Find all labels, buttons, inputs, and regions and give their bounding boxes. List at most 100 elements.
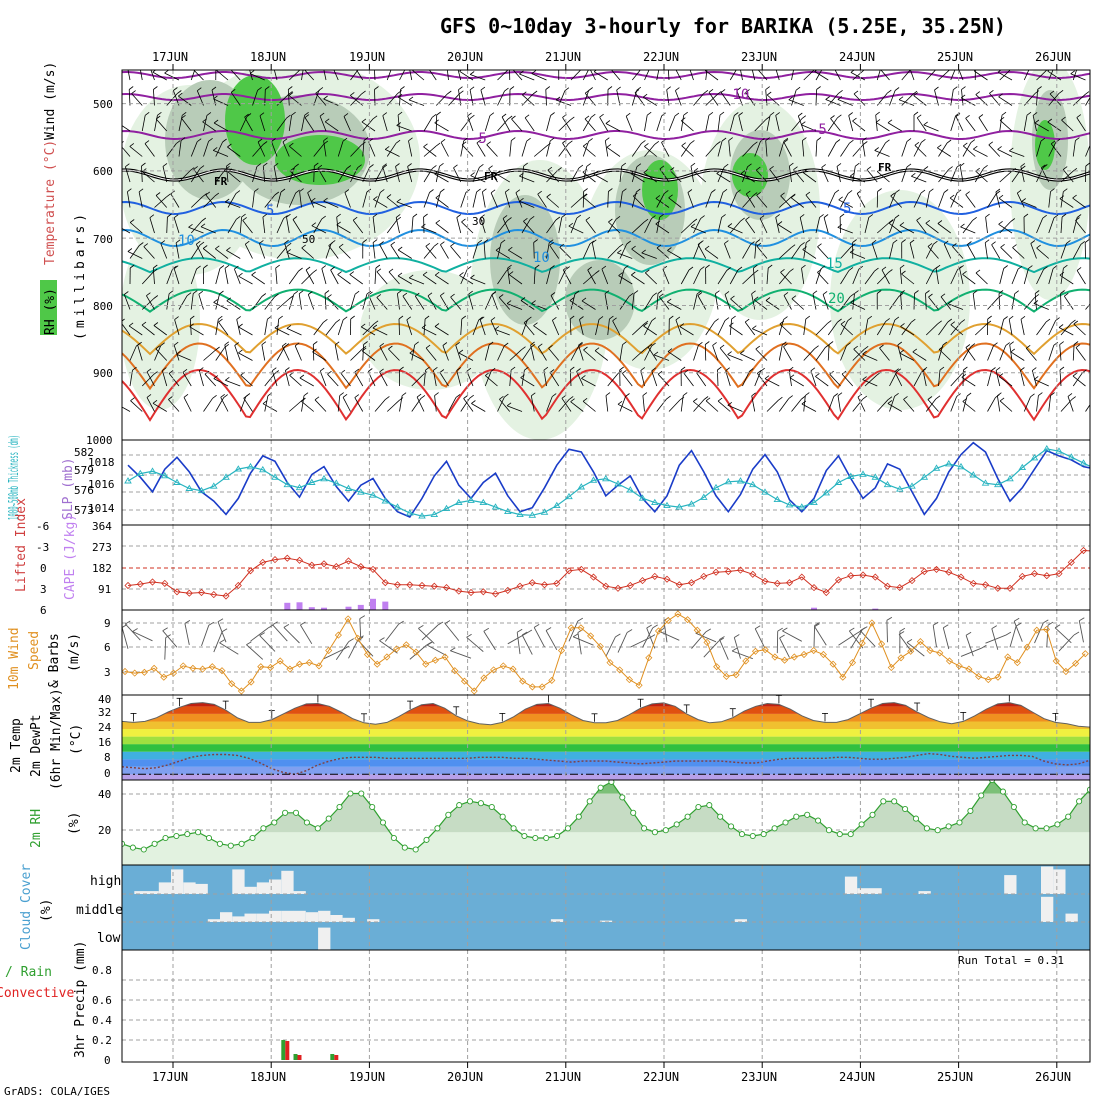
wind-barb-flag (894, 316, 900, 321)
wind-barb-flag (127, 248, 133, 252)
thickness-point (651, 498, 659, 506)
precip-conv-label: Convective (0, 986, 74, 1001)
wind10m-barb-flag (450, 647, 456, 652)
wind-barb-flag (509, 61, 513, 64)
wind-barb-flag (301, 244, 306, 249)
wind-barb-flag (897, 341, 903, 346)
wind-barb (997, 395, 1001, 412)
wind-barb-flag (288, 86, 293, 90)
wind-barb-flag (178, 92, 183, 97)
wind10m-point (722, 672, 730, 680)
wind-barb (998, 197, 1013, 208)
wind-barb-flag (1026, 111, 1032, 116)
wind-barb-flag (321, 265, 327, 269)
rh2m-point (1010, 803, 1017, 811)
wind-barb (546, 242, 550, 259)
wind-barb (583, 196, 596, 208)
wind-barb-flag (568, 222, 574, 227)
wind10m-barb-flag (125, 620, 131, 625)
lifted-index-point (491, 590, 500, 598)
wind-barb-flag (415, 292, 420, 297)
wind-barb-flag (722, 188, 728, 193)
wind-barb (129, 146, 143, 157)
wind-barb (1060, 191, 1064, 208)
slp-ticks: 1014 1016 1018 (88, 456, 115, 515)
date-label: 19JUN (349, 50, 385, 64)
wind10m-barb (779, 637, 790, 658)
wind-barb (999, 319, 1004, 336)
wind10m-point (829, 660, 837, 668)
date-label: 22JUN (643, 1070, 679, 1084)
wind-barb-flag (527, 316, 532, 321)
wind-barb-flag (854, 290, 859, 294)
li-tick: -6 (36, 520, 49, 533)
wind-barb-flag (985, 213, 990, 218)
wind-barb (160, 243, 168, 259)
wind-barb (938, 349, 952, 361)
wind-barb-flag (129, 264, 135, 269)
wind-barb (398, 318, 400, 336)
wind-barb (662, 269, 670, 285)
wind-barb-flag (993, 342, 998, 347)
wind-barb (455, 345, 462, 361)
cloud-bar-middle (367, 919, 380, 922)
wind-barb-flag (146, 394, 152, 398)
temp-band (122, 744, 1090, 752)
wind-barb (202, 121, 216, 132)
wind-barb (960, 226, 976, 234)
wind-barb (644, 115, 648, 132)
cloud-axis-label: Cloud Cover (19, 864, 34, 950)
wind-barb-flag (538, 343, 543, 348)
wind-barb-flag (157, 111, 162, 116)
thickness-point (687, 500, 696, 507)
wind-barb-flag (314, 162, 319, 167)
wind-barb (719, 347, 731, 361)
thickness-point (210, 482, 218, 489)
lifted-index-point (540, 581, 549, 589)
wind-barb-flag (719, 111, 725, 116)
wind-barb (337, 274, 351, 285)
wind-barb-flag (499, 395, 504, 400)
wind-barb (203, 195, 216, 208)
wind-barb (959, 268, 964, 285)
wind-barb (681, 145, 694, 157)
wind-barb-flag (795, 61, 799, 64)
wind-barb-flag (361, 347, 367, 352)
wind-barb (497, 220, 508, 234)
isotherm-label: -5 (810, 122, 827, 138)
wind-barb-flag (350, 92, 355, 96)
wind-barb (480, 217, 486, 234)
wind-barb (154, 196, 167, 208)
rh2m-point (738, 831, 746, 838)
wind10m-barb (906, 642, 925, 657)
wind-barb-flag (299, 374, 305, 379)
wind-barb (889, 90, 896, 106)
wind-barb-flag (477, 239, 483, 244)
wind10m-barb (850, 629, 863, 649)
temp-panel: 0 8 16 24 32 40 2m Temp 2m DewPt (6hr Mi… (9, 688, 1090, 790)
wind-barb-flag (705, 397, 711, 402)
wind-barb (783, 295, 792, 310)
wind-barb (778, 344, 783, 361)
wind10m-point (189, 664, 197, 672)
wind-barb-flag (622, 341, 627, 346)
wind-barb (913, 169, 925, 183)
wind-barb (853, 93, 866, 106)
lifted-index-point (945, 568, 953, 576)
wind-barb-flag (998, 194, 1004, 199)
wind-barb-flag (750, 241, 755, 245)
wind-barb (225, 201, 241, 208)
wind-barb-flag (458, 86, 463, 91)
wind-barb (840, 270, 850, 285)
wind-barb-flag (455, 394, 461, 398)
wind-barb (803, 348, 815, 361)
rh2m-point (510, 825, 517, 832)
wind-barb (938, 370, 941, 387)
cloud-bar-middle (305, 912, 319, 922)
wind-barb-flag (490, 317, 496, 321)
wind-barb (837, 227, 853, 234)
wind-barb (224, 344, 229, 361)
wind-barb-flag (299, 188, 304, 192)
rh2m-point (216, 840, 223, 847)
wind-barb (667, 250, 682, 259)
